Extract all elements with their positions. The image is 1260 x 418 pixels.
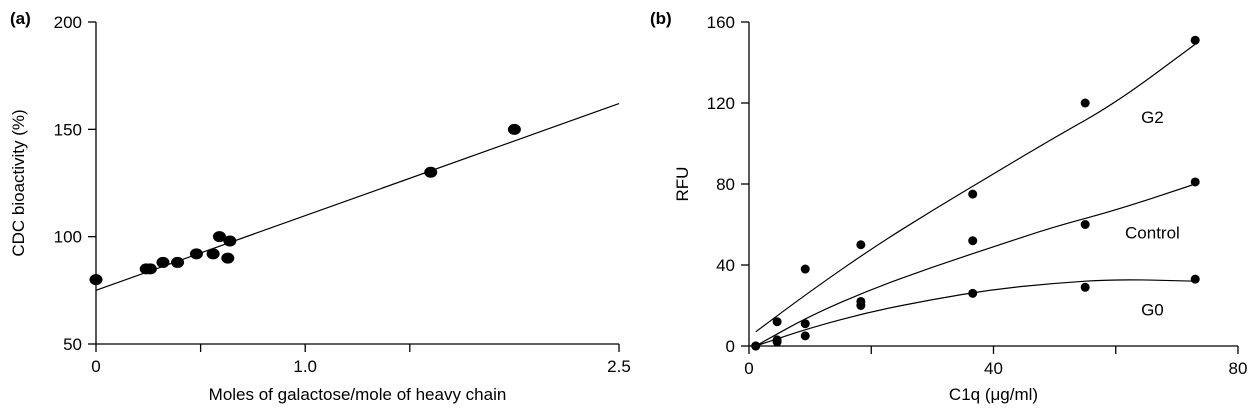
panel-a-y-tick-label: 100: [54, 228, 82, 247]
panel-b-series-label-g0: G0: [1141, 301, 1164, 320]
panel-b-point-g0: [751, 341, 761, 351]
panel-b-curve-g0: [755, 279, 1196, 347]
panel-a-x-axis-label: Moles of galactose/mole of heavy chain: [209, 385, 507, 404]
panel-b-point-g2: [1080, 98, 1090, 108]
panel-a-point-data: [143, 263, 157, 275]
panel-b-y-tick-label: 160: [707, 13, 735, 32]
panel-a-y-axis-label: CDC bioactivity (%): [9, 109, 28, 256]
panel-b-point-g2: [856, 240, 866, 250]
panel-b-point-g2: [772, 317, 782, 327]
panel-a-point-data: [189, 248, 203, 260]
panel-b-series-label-control: Control: [1125, 224, 1180, 243]
panel-a-point-data: [212, 231, 226, 243]
panel-b-point-g0: [800, 331, 810, 341]
panel-a-point-data: [89, 274, 103, 286]
panel-b-point-g2: [800, 264, 810, 274]
panel-b-y-tick-label: 80: [716, 175, 735, 194]
panel-b-point-control: [968, 236, 978, 246]
panel-a-y-tick-label: 150: [54, 120, 82, 139]
panel-b-point-g0: [968, 288, 978, 298]
panel-a-point-data: [206, 248, 220, 260]
panel-b-point-g0: [1190, 274, 1200, 284]
panel-b-x-tick-label: 40: [984, 359, 1003, 378]
panel-a-x-tick-label: 0: [91, 357, 100, 376]
panel-a-point-data: [156, 256, 170, 268]
panel-b-y-tick-label: 120: [707, 94, 735, 113]
panel-a-point-data: [424, 166, 438, 178]
panel-b-point-g2: [1190, 35, 1200, 45]
panel-b-point-control: [1080, 220, 1090, 229]
panel-b-series-label-g2: G2: [1141, 108, 1164, 127]
panel-a-point-data: [507, 123, 521, 135]
panel-b-y-tick-label: 40: [716, 256, 735, 275]
panel-b-curve-g2: [755, 43, 1196, 333]
panel-a-point-data: [223, 235, 237, 247]
panel-b-point-control: [1190, 177, 1200, 187]
panel-b-point-g0: [1080, 282, 1090, 292]
panel-a-x-tick-label: 1.0: [293, 357, 317, 376]
panel-a-x-tick-label: 2.5: [607, 357, 631, 376]
panel-b-y-tick-label: 0: [726, 337, 735, 356]
panel-b-y-axis-label: RFU: [673, 167, 692, 202]
panel-a-y-tick-label: 50: [63, 335, 82, 354]
panel-a-y-tick-label: 200: [54, 13, 82, 32]
panel-a-point-data: [171, 256, 185, 268]
panel-b-point-g2: [968, 189, 978, 199]
panel-a-point-data: [221, 252, 235, 264]
panel-b-point-control: [800, 319, 810, 329]
panel-b-point-g0: [772, 335, 782, 345]
panel-a-chart: (a) 50 100 150 200 0 1.0 2.5 Moles of galactose/…: [9, 9, 631, 404]
panel-b-x-tick-label: 0: [744, 359, 753, 378]
panel-b-x-tick-label: 80: [1229, 359, 1248, 378]
panel-b-curve-control: [755, 183, 1196, 347]
panel-b-point-g0: [856, 301, 866, 310]
panel-b-chart: (b) 0 40 80 120 160 0 40 80 C1q (μg/ml) RFU G2 Contr…: [650, 9, 1247, 404]
panel-a-fit-line: [95, 103, 620, 291]
panel-a-label: (a): [10, 9, 31, 28]
panel-b-x-axis-label: C1q (μg/ml): [949, 385, 1038, 404]
panel-b-label: (b): [650, 9, 672, 28]
